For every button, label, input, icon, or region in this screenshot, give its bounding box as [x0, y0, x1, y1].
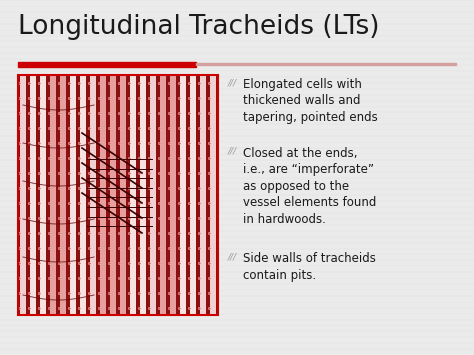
Bar	[106, 75, 108, 315]
Bar	[146, 75, 148, 315]
Bar	[18, 62, 196, 67]
Text: Elongated cells with
thickened walls and
tapering, pointed ends: Elongated cells with thickened walls and…	[243, 78, 378, 124]
Bar	[118, 75, 128, 315]
Bar	[196, 63, 456, 65]
Bar	[170, 75, 176, 315]
Bar	[166, 75, 168, 315]
Bar	[26, 75, 28, 315]
Bar	[80, 75, 86, 315]
Bar	[216, 75, 218, 315]
Text: Longitudinal Tracheids (LTs): Longitudinal Tracheids (LTs)	[18, 14, 380, 40]
Bar	[208, 75, 218, 315]
Bar	[188, 75, 198, 315]
Text: ///: ///	[228, 252, 237, 261]
Bar	[48, 75, 58, 315]
Bar	[190, 75, 197, 315]
Bar	[56, 75, 58, 315]
Bar	[18, 75, 218, 315]
Bar	[159, 75, 166, 315]
Bar	[58, 75, 60, 315]
Bar	[206, 75, 208, 315]
Bar	[186, 75, 188, 315]
Bar	[78, 75, 88, 315]
Bar	[18, 75, 20, 315]
Bar	[68, 75, 70, 315]
Bar	[76, 75, 78, 315]
Text: Closed at the ends,
i.e., are “imperforate”
as opposed to the
vessel elements fo: Closed at the ends, i.e., are “imperfora…	[243, 147, 376, 226]
Bar	[119, 75, 127, 315]
Bar	[198, 75, 200, 315]
Bar	[39, 75, 46, 315]
Bar	[58, 75, 68, 315]
Bar	[118, 75, 120, 315]
Bar	[198, 75, 208, 315]
Bar	[180, 75, 186, 315]
Bar	[98, 75, 108, 315]
Bar	[129, 75, 137, 315]
Bar	[138, 75, 140, 315]
Bar	[156, 75, 158, 315]
Bar	[88, 75, 98, 315]
Bar	[86, 75, 88, 315]
Bar	[38, 75, 48, 315]
Bar	[100, 75, 107, 315]
Bar	[178, 75, 180, 315]
Bar	[148, 75, 150, 315]
Bar	[46, 75, 48, 315]
Bar	[109, 75, 117, 315]
Text: Side walls of tracheids
contain pits.: Side walls of tracheids contain pits.	[243, 252, 376, 282]
Bar	[116, 75, 118, 315]
Bar	[48, 75, 50, 315]
Bar	[158, 75, 168, 315]
Bar	[38, 75, 40, 315]
Bar	[68, 75, 78, 315]
Bar	[28, 75, 30, 315]
Bar	[29, 75, 36, 315]
Bar	[88, 75, 90, 315]
Bar	[178, 75, 188, 315]
Bar	[136, 75, 138, 315]
Bar	[138, 75, 148, 315]
Bar	[78, 75, 80, 315]
Bar	[28, 75, 38, 315]
Bar	[208, 75, 210, 315]
Bar	[96, 75, 98, 315]
Bar	[196, 75, 198, 315]
Bar	[108, 75, 110, 315]
Text: ///: ///	[228, 147, 237, 156]
Bar	[139, 75, 146, 315]
Bar	[49, 75, 56, 315]
Bar	[168, 75, 170, 315]
Bar	[18, 75, 28, 315]
Bar	[126, 75, 128, 315]
Bar	[168, 75, 178, 315]
Text: ///: ///	[228, 78, 237, 87]
Bar	[128, 75, 130, 315]
Bar	[98, 75, 100, 315]
Bar	[148, 75, 158, 315]
Bar	[70, 75, 76, 315]
Bar	[128, 75, 138, 315]
Bar	[188, 75, 190, 315]
Bar	[176, 75, 178, 315]
Bar	[36, 75, 38, 315]
Bar	[66, 75, 68, 315]
Bar	[108, 75, 118, 315]
Bar	[18, 75, 218, 315]
Bar	[158, 75, 160, 315]
Bar	[60, 75, 66, 315]
